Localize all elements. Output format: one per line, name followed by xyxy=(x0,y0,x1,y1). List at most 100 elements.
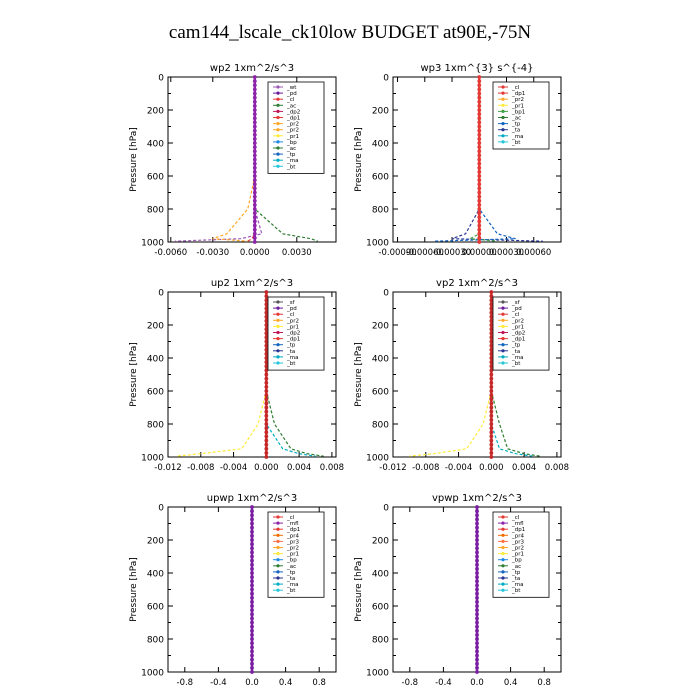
profile-marker xyxy=(252,112,257,117)
legend-swatch-marker xyxy=(276,164,280,168)
profile-marker xyxy=(489,318,494,323)
profile-marker xyxy=(489,450,494,455)
profile-marker xyxy=(250,509,254,514)
profile-marker xyxy=(489,405,494,410)
legend-label: _tp xyxy=(286,343,296,349)
profile-marker xyxy=(475,620,479,625)
profile-marker xyxy=(477,186,482,191)
profile-marker xyxy=(475,628,479,633)
profile-marker xyxy=(475,529,479,534)
legend-swatch-marker xyxy=(276,300,280,304)
profile-marker xyxy=(252,124,257,129)
profile-marker xyxy=(475,554,479,559)
legend-label: _dp1 xyxy=(511,527,525,533)
x-tick-label: -0.4 xyxy=(210,678,227,688)
profile-marker xyxy=(264,409,269,414)
x-tick-label: -0.00060 xyxy=(406,248,444,258)
y-axis-label: Pressure [hPa] xyxy=(354,342,364,407)
legend-label: _cl xyxy=(286,515,295,521)
profile-marker xyxy=(477,153,482,158)
profile-marker xyxy=(250,566,254,571)
series-line-_pr2 xyxy=(212,175,256,242)
legend-swatch-marker xyxy=(501,337,505,341)
profile-marker xyxy=(475,591,479,596)
legend-swatch-marker xyxy=(276,564,280,568)
profile-marker xyxy=(489,360,494,365)
legend-label: _bp1 xyxy=(511,109,525,115)
legend-swatch-marker xyxy=(501,122,505,126)
legend-swatch-marker xyxy=(276,545,280,550)
profile-marker xyxy=(477,165,482,170)
y-tick-label: 800 xyxy=(147,421,164,431)
legend-label: _dp2 xyxy=(511,331,525,337)
legend-label: _ma xyxy=(511,355,523,361)
series-line-_ac xyxy=(490,390,541,457)
profile-marker xyxy=(475,562,479,567)
x-tick-label: -0.008 xyxy=(187,463,214,473)
legend-label: _ta xyxy=(286,576,295,582)
profile-marker xyxy=(489,438,494,443)
legend-label: _pr1 xyxy=(511,324,524,330)
profile-marker xyxy=(252,182,257,187)
legend-label: _mfl xyxy=(286,521,299,527)
y-tick-label: 1000 xyxy=(141,239,164,249)
legend-swatch-marker xyxy=(276,558,280,562)
legend-swatch-marker xyxy=(276,330,280,335)
profile-marker xyxy=(475,558,479,563)
profile-marker xyxy=(477,178,482,183)
profile-marker xyxy=(489,397,494,402)
y-tick-label: 1000 xyxy=(141,454,164,464)
profile-marker xyxy=(264,314,269,319)
profile-marker xyxy=(477,112,482,117)
profile-marker xyxy=(475,587,479,592)
profile-marker xyxy=(489,290,494,294)
profile-marker xyxy=(250,529,254,534)
profile-marker xyxy=(264,384,269,389)
legend-label: _sf xyxy=(511,300,521,306)
y-tick-label: 800 xyxy=(147,206,164,216)
profile-marker xyxy=(264,389,269,393)
x-tick-label: 0.4 xyxy=(504,678,518,688)
legend-swatch-marker xyxy=(501,330,505,335)
legend-label: _dp1 xyxy=(511,337,525,343)
profile-marker xyxy=(264,343,269,348)
profile-marker xyxy=(250,641,254,646)
panel-title: vp2 1xm^2/s^3 xyxy=(436,278,518,289)
y-tick-label: 600 xyxy=(147,388,164,398)
legend-swatch-marker xyxy=(276,122,280,126)
profile-marker xyxy=(250,533,254,538)
legend-label: _pr2 xyxy=(511,318,524,324)
legend-swatch-marker xyxy=(501,570,505,574)
legend-label: _ac xyxy=(286,564,296,570)
legend-label: _pr2 xyxy=(511,546,524,552)
profile-marker xyxy=(489,417,494,422)
profile-marker xyxy=(264,310,269,315)
profile-marker xyxy=(252,240,257,244)
x-tick-label: 0.00030 xyxy=(489,248,524,258)
y-axis-label: Pressure [hPa] xyxy=(129,127,139,192)
profile-marker xyxy=(489,298,494,303)
panel-wp2: wp2 1xm^2/s^3 Pressure [hPa] 0 200 400 600 800… xyxy=(129,63,337,258)
y-tick-label: 0 xyxy=(158,74,164,84)
profile-marker xyxy=(477,95,482,100)
series-line-_ac xyxy=(254,176,319,242)
profile-marker xyxy=(252,198,257,203)
legend-label: _dp1 xyxy=(286,116,300,122)
profile-marker xyxy=(264,306,269,311)
legend-label: _pr3 xyxy=(511,539,525,545)
profile-marker xyxy=(264,405,269,410)
legend-label: _pr2 xyxy=(286,318,299,324)
profile-marker xyxy=(252,157,257,162)
profile-marker xyxy=(250,653,254,658)
legend-label: _ta xyxy=(286,349,295,355)
profile-marker xyxy=(475,599,479,604)
profile-marker xyxy=(475,661,479,666)
y-axis-label: Pressure [hPa] xyxy=(354,127,364,192)
profile-marker xyxy=(475,505,479,509)
profile-marker xyxy=(477,99,482,104)
profile-marker xyxy=(252,161,257,166)
profile-marker xyxy=(264,335,269,340)
profile-marker xyxy=(475,649,479,654)
profile-marker xyxy=(250,649,254,654)
profile-marker xyxy=(250,632,254,637)
